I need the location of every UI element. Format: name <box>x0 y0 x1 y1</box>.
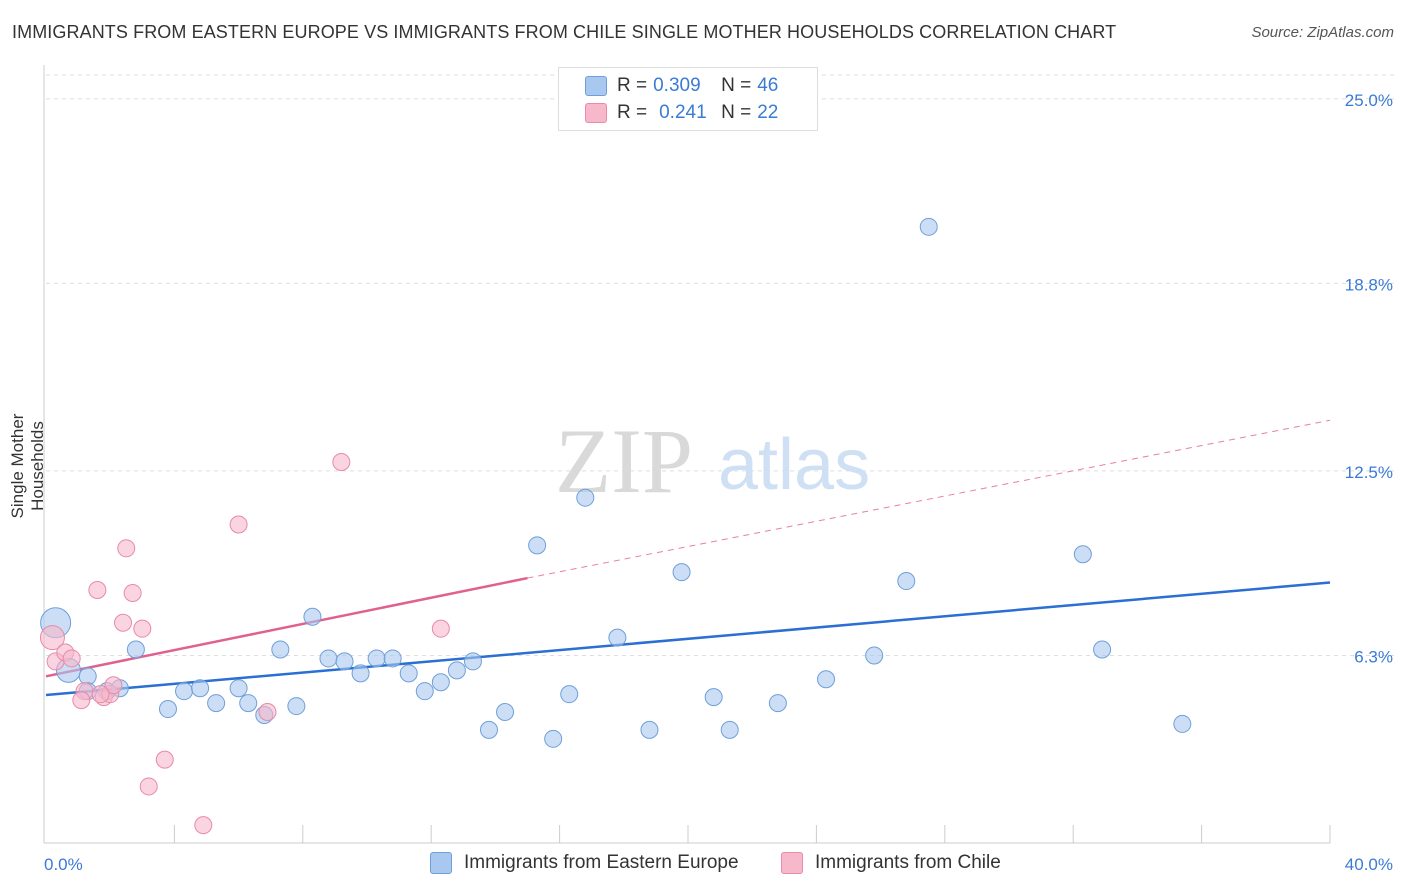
trend-line-eastern-europe <box>45 581 1331 697</box>
point-eastern-europe <box>919 217 938 236</box>
point-eastern-europe <box>640 720 659 739</box>
point-chile <box>62 649 81 668</box>
point-eastern-europe <box>383 649 402 668</box>
point-eastern-europe <box>1073 545 1092 564</box>
point-eastern-europe <box>768 694 787 713</box>
point-eastern-europe <box>239 694 258 713</box>
point-eastern-europe <box>287 697 306 716</box>
legend-r-label: R = <box>617 102 648 123</box>
legend-n-value: 22 <box>757 102 779 123</box>
data-points <box>39 217 1192 835</box>
point-eastern-europe <box>560 685 579 704</box>
trend-line-chile <box>527 419 1331 579</box>
point-eastern-europe <box>191 679 210 698</box>
point-chile <box>258 703 277 722</box>
point-eastern-europe <box>431 673 450 692</box>
point-eastern-europe <box>496 703 515 722</box>
point-chile <box>133 619 152 638</box>
point-chile <box>104 676 123 695</box>
grid-lines <box>46 74 1395 656</box>
correlation-legend: R = 0.309 N = 46 R = 0.241 N = 22 <box>558 67 818 131</box>
legend-swatch-pink <box>585 103 607 123</box>
point-eastern-europe <box>479 720 498 739</box>
point-chile <box>229 515 248 534</box>
series-legend: Immigrants from Eastern Europe Immigrant… <box>0 852 1406 878</box>
legend-row-eastern-europe: R = 0.309 N = 46 <box>585 74 778 98</box>
point-eastern-europe <box>175 682 194 701</box>
series-legend-label: Immigrants from Eastern Europe <box>464 852 739 873</box>
x-tick-label: 0.0% <box>44 855 83 874</box>
point-eastern-europe <box>447 661 466 680</box>
point-eastern-europe <box>463 652 482 671</box>
legend-n-value: 46 <box>757 75 779 96</box>
axes <box>43 65 1331 844</box>
series-legend-item-eastern-europe[interactable]: Immigrants from Eastern Europe <box>430 852 739 874</box>
legend-row-chile: R = 0.241 N = 22 <box>585 101 778 125</box>
y-tick-label: 6.3% <box>1354 647 1393 666</box>
point-eastern-europe <box>271 640 290 659</box>
series-legend-label: Immigrants from Chile <box>815 852 1001 873</box>
point-eastern-europe <box>158 700 177 719</box>
watermark-atlas: atlas <box>718 425 870 505</box>
y-tick-label: 25.0% <box>1345 91 1393 110</box>
point-chile <box>123 583 142 602</box>
series-swatch-pink <box>781 852 803 874</box>
legend-r-value: 0.309 <box>653 75 701 96</box>
point-eastern-europe <box>608 628 627 647</box>
trend-line-chile <box>45 576 528 678</box>
point-eastern-europe <box>897 572 916 591</box>
watermark-zip: ZIP <box>555 410 693 512</box>
y-tick-label: 18.8% <box>1345 275 1393 294</box>
point-eastern-europe <box>351 664 370 683</box>
source-credit: Source: ZipAtlas.com <box>1251 24 1394 41</box>
point-eastern-europe <box>415 682 434 701</box>
legend-r-value: 0.241 <box>659 102 707 123</box>
point-eastern-europe <box>528 536 547 555</box>
point-eastern-europe <box>303 607 322 626</box>
point-chile <box>91 685 110 704</box>
chart-title: IMMIGRANTS FROM EASTERN EUROPE VS IMMIGR… <box>12 22 1117 42</box>
point-chile <box>155 750 174 769</box>
legend-n-label: N = <box>721 75 752 96</box>
x-tick-label: 40.0% <box>1345 855 1393 874</box>
point-chile <box>114 613 133 632</box>
point-eastern-europe <box>207 694 226 713</box>
point-eastern-europe <box>335 652 354 671</box>
point-eastern-europe <box>1093 640 1112 659</box>
legend-r-label: R = <box>617 75 648 96</box>
point-chile <box>332 452 351 471</box>
point-eastern-europe <box>817 670 836 689</box>
trend-lines <box>45 419 1331 697</box>
point-eastern-europe <box>399 664 418 683</box>
watermark: ZIP atlas <box>555 410 870 512</box>
point-eastern-europe <box>544 729 563 748</box>
point-eastern-europe <box>576 488 595 507</box>
series-swatch-blue <box>430 852 452 874</box>
point-eastern-europe <box>704 688 723 707</box>
legend-swatch-blue <box>585 76 607 96</box>
point-chile <box>39 625 65 651</box>
point-eastern-europe <box>720 720 739 739</box>
point-chile <box>139 777 158 796</box>
y-tick-label: 12.5% <box>1345 463 1393 482</box>
point-eastern-europe <box>229 679 248 698</box>
point-chile <box>88 580 107 599</box>
point-chile <box>431 619 450 638</box>
tick-labels: 6.3% 12.5% 18.8% 25.0% 0.0% 40.0% <box>44 91 1393 874</box>
point-eastern-europe <box>672 563 691 582</box>
point-eastern-europe <box>126 640 145 659</box>
legend-n-label: N = <box>721 102 752 123</box>
point-eastern-europe <box>865 646 884 665</box>
point-chile <box>72 691 91 710</box>
point-chile <box>194 816 213 835</box>
point-eastern-europe <box>367 649 386 668</box>
point-eastern-europe <box>1173 714 1192 733</box>
point-chile <box>117 539 136 558</box>
point-eastern-europe <box>319 649 338 668</box>
series-legend-item-chile[interactable]: Immigrants from Chile <box>781 852 1001 874</box>
